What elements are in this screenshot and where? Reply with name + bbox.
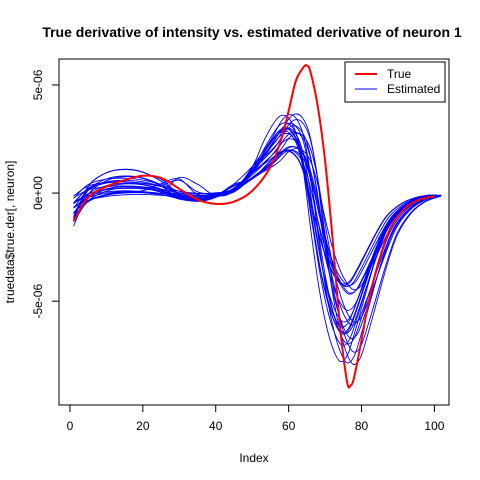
y-tick-label: 0e+00 — [31, 176, 45, 210]
x-tick-label: 60 — [282, 419, 296, 433]
y-axis-label: truedata$true.der[, neuron] — [3, 161, 17, 304]
x-axis: 0 20 40 60 80 100 — [67, 404, 445, 433]
x-tick-label: 20 — [136, 419, 150, 433]
x-axis-label: Index — [239, 451, 268, 465]
estimated-curve — [73, 149, 434, 288]
x-tick-label: 100 — [424, 419, 444, 433]
estimated-curve — [73, 122, 435, 345]
legend-estimated-label: Estimated — [387, 82, 440, 96]
y-axis: -5e-06 0e+00 5e-06 — [31, 69, 60, 319]
estimated-curve — [73, 113, 441, 365]
x-tick-label: 40 — [209, 419, 223, 433]
estimated-curve — [73, 130, 429, 328]
y-tick-label: -5e-06 — [31, 284, 45, 319]
chart-title: True derivative of intensity vs. estimat… — [42, 24, 462, 40]
estimated-curve — [73, 114, 435, 364]
estimated-curve — [73, 119, 442, 353]
x-tick-label: 0 — [67, 419, 74, 433]
estimated-curve — [73, 133, 431, 323]
estimated-curve — [73, 127, 430, 335]
legend-box — [344, 61, 446, 103]
legend: True Estimated — [344, 61, 446, 103]
true-curve — [72, 64, 435, 389]
estimated-curve — [73, 146, 438, 294]
x-tick-label: 80 — [355, 419, 369, 433]
estimated-series — [73, 113, 442, 365]
y-tick-label: 5e-06 — [31, 69, 45, 100]
estimated-curve — [73, 114, 428, 363]
estimated-curve — [73, 128, 430, 334]
estimated-curve — [73, 150, 431, 285]
true-series — [72, 64, 435, 389]
legend-true-label: True — [387, 67, 412, 81]
estimated-curve — [73, 145, 437, 295]
estimated-curve — [73, 138, 435, 311]
